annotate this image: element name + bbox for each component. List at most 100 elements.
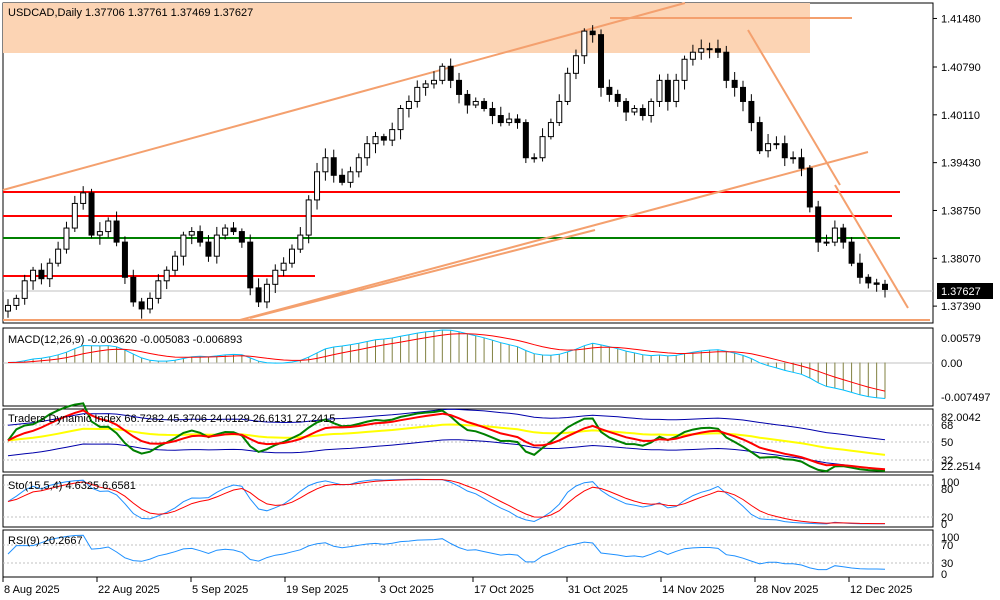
candle-body bbox=[873, 282, 880, 285]
candle bbox=[263, 278, 270, 309]
candle bbox=[664, 73, 671, 111]
time-tick-label: 28 Nov 2025 bbox=[756, 584, 818, 596]
candle bbox=[614, 89, 621, 107]
candle bbox=[372, 131, 379, 154]
rsi-line bbox=[7, 534, 886, 571]
candle-body bbox=[80, 192, 87, 204]
candle bbox=[146, 292, 153, 314]
candle-body bbox=[222, 227, 229, 236]
candle-body bbox=[689, 51, 696, 60]
candle-body bbox=[288, 248, 295, 264]
macd-pane: MACD(12,26,9) -0.003620 -0.005083 -0.006… bbox=[2, 327, 991, 407]
candle-body bbox=[397, 107, 404, 131]
candle bbox=[205, 235, 212, 262]
candle bbox=[55, 241, 62, 267]
candle bbox=[121, 236, 128, 284]
candle-body bbox=[614, 93, 621, 102]
candle bbox=[71, 195, 78, 232]
candle-body bbox=[238, 231, 245, 243]
candle-body bbox=[456, 79, 463, 95]
candle-body bbox=[631, 107, 638, 113]
candle bbox=[681, 55, 688, 90]
candle bbox=[255, 278, 262, 307]
candle-body bbox=[556, 100, 563, 124]
candle bbox=[347, 166, 354, 188]
candle-body bbox=[848, 241, 855, 264]
candle bbox=[230, 222, 237, 236]
candle-body bbox=[656, 79, 663, 102]
channel-lower-line-b bbox=[249, 229, 596, 319]
candle bbox=[305, 195, 312, 244]
rsi-tick-30: 30 bbox=[941, 558, 953, 570]
candle-body bbox=[623, 100, 630, 113]
candle bbox=[539, 128, 546, 162]
candle bbox=[572, 49, 579, 80]
candle-body bbox=[389, 129, 396, 141]
candle bbox=[856, 253, 863, 284]
candle bbox=[188, 227, 195, 245]
candle-body bbox=[380, 136, 387, 141]
candle-body bbox=[489, 107, 496, 117]
candle-body bbox=[364, 143, 371, 159]
last-price-box bbox=[937, 283, 993, 299]
candle-body bbox=[155, 280, 162, 299]
last-price-label: 1.37627 bbox=[941, 286, 981, 298]
candle bbox=[322, 148, 329, 181]
candle bbox=[831, 220, 838, 247]
candle-body bbox=[831, 227, 838, 243]
candle bbox=[38, 263, 45, 285]
time-tick-label: 31 Oct 2025 bbox=[568, 584, 628, 596]
candle-body bbox=[422, 83, 429, 88]
candle bbox=[798, 148, 805, 177]
candle-body bbox=[865, 276, 872, 284]
candle bbox=[5, 299, 11, 318]
candle bbox=[21, 274, 28, 305]
candle-body bbox=[714, 48, 721, 53]
candle-body bbox=[322, 157, 329, 173]
candle-body bbox=[481, 100, 488, 109]
candle-body bbox=[706, 48, 713, 51]
candle-body bbox=[88, 192, 95, 236]
candle bbox=[506, 112, 513, 126]
candle bbox=[806, 165, 813, 213]
candle-body bbox=[748, 100, 755, 124]
rsi-tick-100: 100 bbox=[941, 532, 959, 544]
candle bbox=[581, 28, 588, 64]
sto-tick-100: 100 bbox=[941, 477, 959, 489]
candle bbox=[639, 104, 646, 121]
candle-body bbox=[673, 79, 680, 102]
candle-body bbox=[55, 248, 62, 264]
candle bbox=[130, 269, 137, 307]
price-tick-label: 1.39430 bbox=[941, 158, 981, 170]
candle bbox=[447, 58, 454, 89]
candle bbox=[314, 162, 321, 210]
candle-body bbox=[230, 227, 237, 233]
candle-body bbox=[21, 280, 28, 299]
candle bbox=[714, 39, 721, 58]
candle-body bbox=[589, 30, 596, 36]
candle-body bbox=[38, 269, 45, 280]
candle-body bbox=[606, 86, 613, 95]
time-axis: 8 Aug 2025 22 Aug 2025 5 Sep 2025 19 Sep 20… bbox=[2, 577, 912, 596]
candle-body bbox=[280, 262, 287, 271]
macd-tick-bottom: -0.007497 bbox=[941, 392, 991, 404]
price-title: USDCAD,Daily 1.37706 1.37761 1.37469 1.3… bbox=[8, 7, 253, 19]
candle-body bbox=[514, 118, 521, 124]
candle bbox=[547, 118, 554, 140]
candle-body bbox=[105, 220, 112, 233]
channel-upper-line bbox=[2, 2, 686, 191]
candle bbox=[815, 200, 822, 252]
candle-body bbox=[414, 86, 421, 102]
candle bbox=[297, 227, 304, 253]
candle bbox=[105, 217, 112, 238]
candle-body bbox=[664, 79, 671, 102]
time-tick-label: 17 Oct 2025 bbox=[474, 584, 534, 596]
candle-body bbox=[806, 167, 813, 208]
candle-body bbox=[598, 34, 605, 88]
candle-body bbox=[330, 157, 337, 176]
candle bbox=[740, 80, 747, 112]
candle bbox=[531, 153, 538, 163]
candle-body bbox=[698, 48, 705, 53]
price-tick-label: 1.40110 bbox=[941, 110, 980, 122]
candle bbox=[656, 74, 663, 107]
